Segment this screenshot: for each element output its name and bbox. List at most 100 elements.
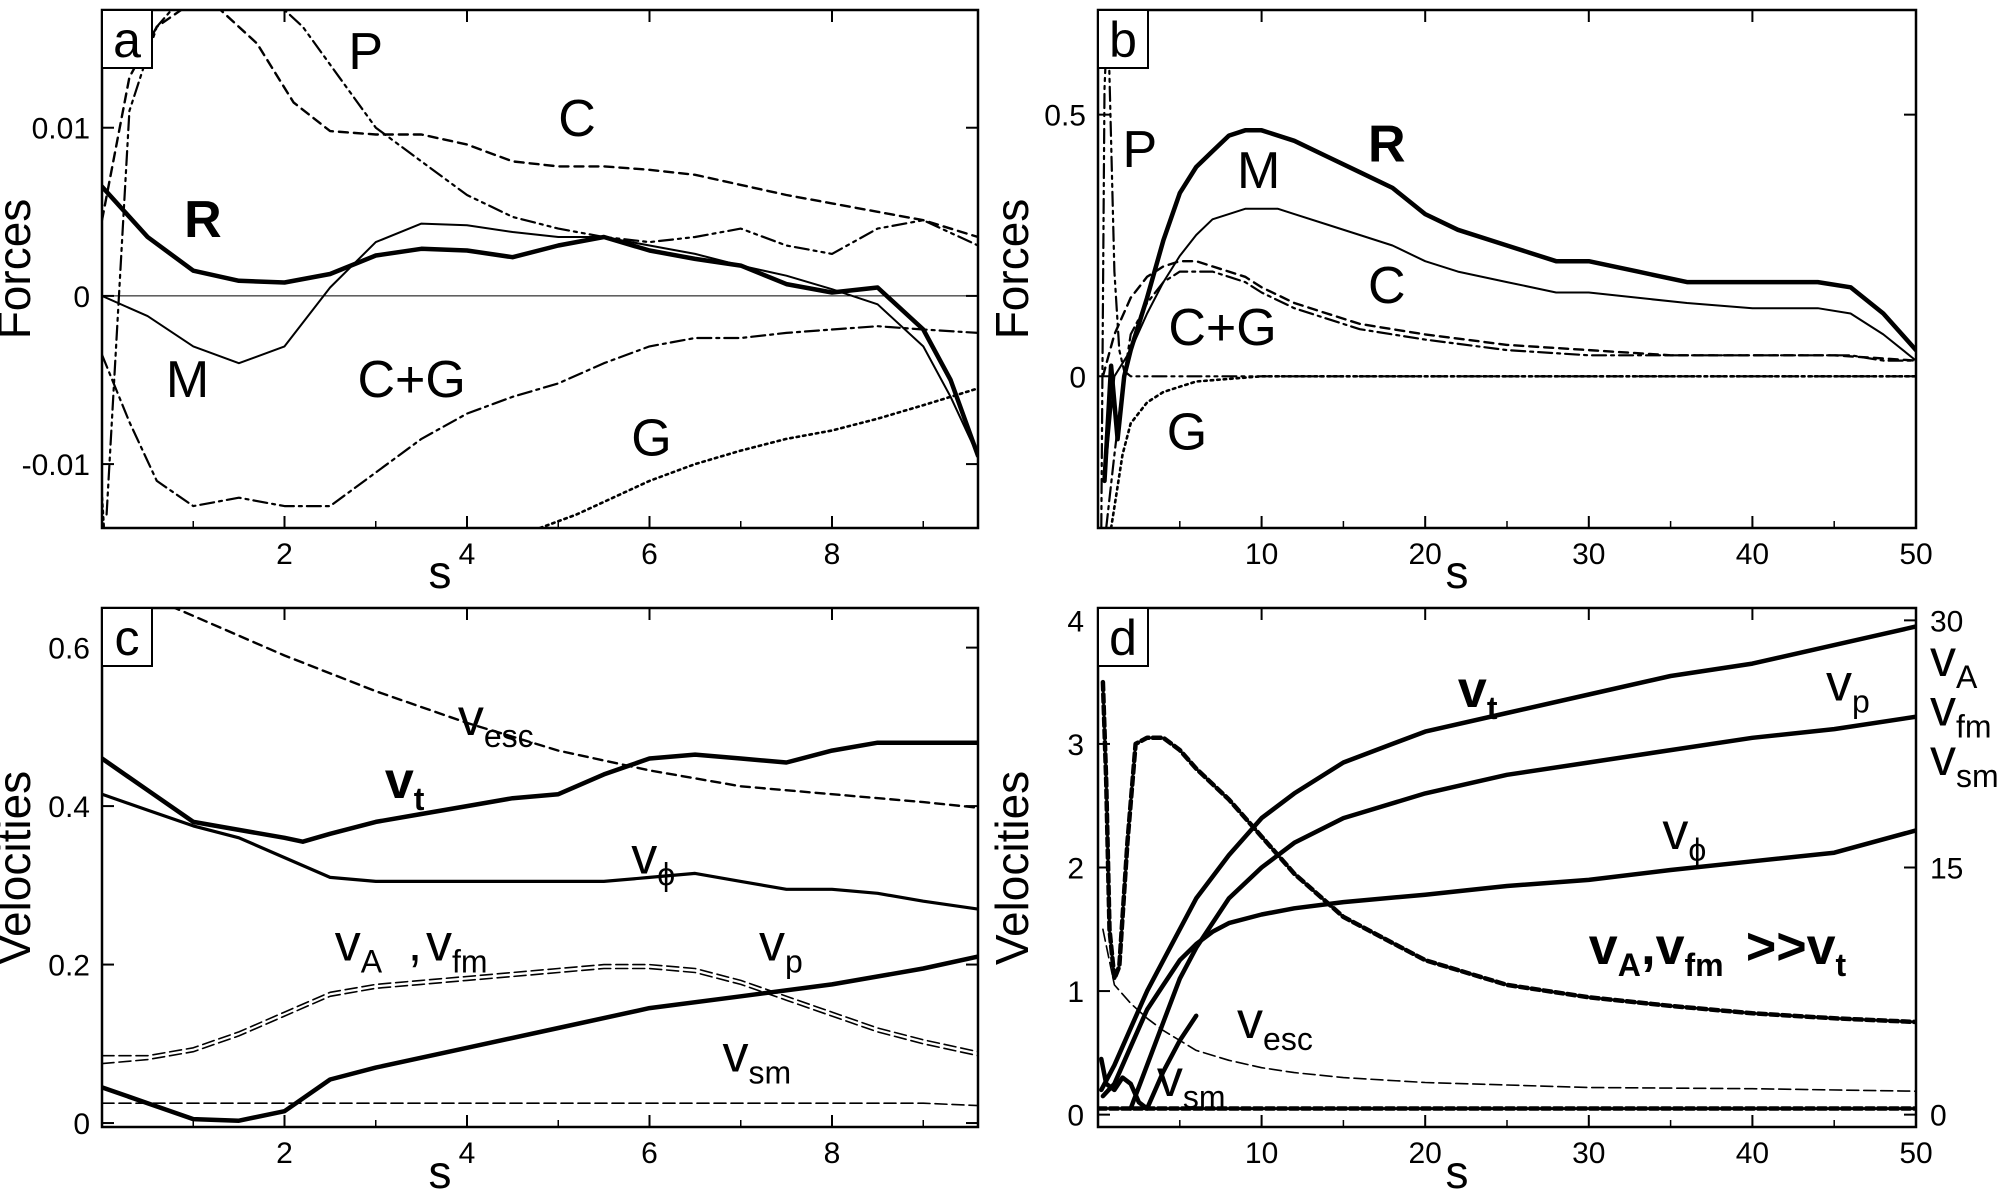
curve-label-sub: A — [361, 944, 383, 980]
series-line-c — [1101, 260, 1916, 378]
curve-label-sub: sm — [1183, 1079, 1226, 1115]
y-axis-label: Forces — [986, 199, 1038, 340]
curve-label: vsm — [723, 1026, 792, 1091]
curve-label-main: C — [1368, 257, 1406, 315]
curve-label-sub: fm — [1685, 947, 1724, 983]
curve-label-sub: sm — [749, 1055, 792, 1091]
series-line-r — [102, 184, 978, 458]
y-axis-label: Forces — [0, 199, 40, 340]
y2-tick-label: 30 — [1930, 605, 1963, 638]
x-tick-label: 2 — [276, 538, 293, 571]
x-tick-label: 8 — [824, 538, 841, 571]
curve-label: ,vfm — [1641, 918, 1723, 983]
curve-label: vt — [1458, 661, 1498, 726]
series-line-v-sm — [102, 1102, 978, 1107]
curve-label-main: M — [1237, 142, 1280, 200]
x-axis-label: s — [429, 1146, 452, 1198]
curve-label-main: v — [1237, 992, 1263, 1050]
series-line-v-fm — [102, 967, 978, 1065]
y-tick-label: 0 — [1067, 1100, 1084, 1133]
curve-label-main: M — [166, 351, 209, 409]
x-axis-label: s — [429, 546, 452, 598]
panel-letter: c — [115, 610, 140, 666]
curve-label-main: v — [1157, 1050, 1183, 1108]
curve-label-sub: sm — [1956, 758, 1999, 794]
curve-label: P — [1123, 121, 1158, 179]
curve-label: M — [166, 351, 209, 409]
curve-label: G — [1167, 404, 1207, 462]
curve-label-main: v — [1930, 630, 1956, 688]
curve-label-sub: fm — [452, 944, 488, 980]
curve-label: vsm — [1157, 1050, 1226, 1115]
curve-label: , — [408, 915, 422, 973]
curve-label: vp — [1826, 655, 1870, 720]
series-line-p — [1100, 10, 1916, 528]
curve-label-main: R — [1368, 116, 1406, 174]
curve-label: vfm — [1930, 679, 1992, 744]
curve-label-sub: p — [1852, 684, 1870, 720]
x-tick-label: 4 — [459, 538, 476, 571]
x-tick-label: 50 — [1899, 1137, 1932, 1170]
series-line-v-phi — [102, 792, 978, 911]
curve-label-sub: A — [1956, 659, 1978, 695]
panel-letter: d — [1109, 610, 1137, 666]
curve-label: vA — [1930, 630, 1978, 695]
curve-label-main: v — [1662, 803, 1688, 861]
series-line-m — [102, 222, 978, 457]
x-tick-label: 40 — [1736, 1137, 1769, 1170]
y-tick-label: 0.2 — [48, 950, 90, 983]
panel-a: 2 4 6 8 -0.01 0 0.01 s Forces P C R M C+G Ga — [0, 8, 980, 598]
curve-label: vA — [1589, 918, 1641, 983]
curve-label-main: v — [385, 752, 414, 810]
curve-label-main: C — [558, 90, 596, 148]
series-line-v-phi — [1100, 828, 1916, 1099]
curve-label-main: v — [759, 915, 785, 973]
curve-label-main: , — [408, 915, 422, 973]
series-line-g-left — [102, 496, 106, 528]
curve-label-main: v — [1930, 729, 1956, 787]
x-axis-label: s — [1446, 546, 1469, 598]
y-tick-label: 0.01 — [32, 113, 90, 146]
curve-label-main: v — [458, 689, 484, 747]
curve-label: vϕ — [1662, 803, 1706, 868]
curve-label-sub: esc — [484, 718, 534, 754]
curve-label-main: v — [1930, 679, 1956, 737]
curve-label: vsm — [1930, 729, 1999, 794]
curve-label-main: P — [1123, 121, 1158, 179]
y-tick-label: 4 — [1067, 605, 1084, 638]
curve-label: R — [1368, 116, 1406, 174]
series-line-g — [1109, 375, 1916, 528]
series-line-v-p — [1128, 714, 1916, 1111]
series-line-c-g — [102, 325, 978, 508]
curve-label-main: G — [631, 410, 671, 468]
series-line-p — [105, 10, 978, 516]
panel-letter: b — [1109, 12, 1137, 68]
x-tick-label: 40 — [1736, 538, 1769, 571]
curve-label: C+G — [1168, 299, 1276, 357]
x-tick-label: 6 — [641, 538, 658, 571]
y-tick-label: 3 — [1067, 729, 1084, 762]
y-tick-label: 2 — [1067, 853, 1084, 886]
panel-letter: a — [113, 12, 141, 68]
x-tick-label: 30 — [1572, 1137, 1605, 1170]
curve-label-sub: ϕ — [1688, 832, 1706, 868]
curve-label-main: >>v — [1746, 918, 1836, 976]
series-line-c — [102, 10, 978, 239]
x-tick-label: 10 — [1245, 1137, 1278, 1170]
panel-letter-box — [1097, 607, 1149, 667]
curve-label: P — [348, 23, 383, 81]
curve-label: C+G — [358, 351, 466, 409]
y-tick-label: 0 — [73, 281, 90, 314]
series-line-v-esc — [172, 608, 978, 809]
curve-label: R — [184, 191, 222, 249]
curve-label: vesc — [1237, 992, 1313, 1057]
y-tick-label: 0.5 — [1044, 100, 1086, 133]
curve-label-main: v — [335, 915, 361, 973]
curve-label-main: v — [1458, 661, 1487, 719]
panel-letter-box — [101, 9, 153, 69]
curve-label-main: v — [631, 827, 657, 885]
y2-tick-label: 15 — [1930, 853, 1963, 886]
